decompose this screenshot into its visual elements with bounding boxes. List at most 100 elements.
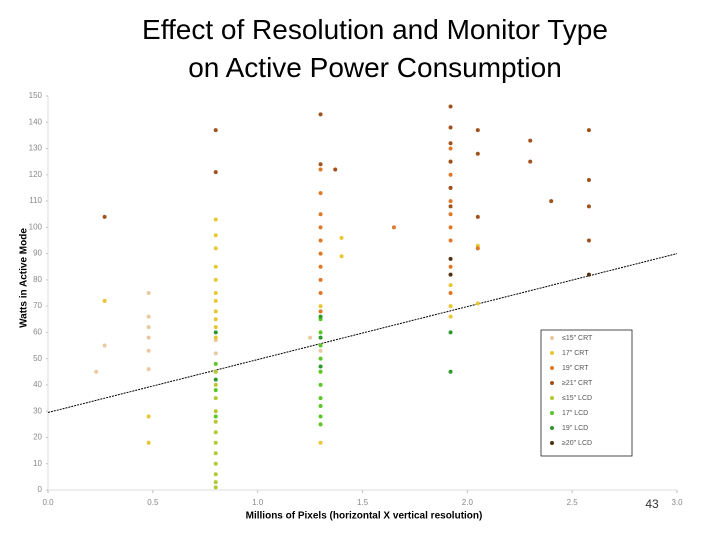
- y-tick-label: 100: [29, 222, 43, 231]
- legend-label: ≥21" CRT: [562, 380, 593, 387]
- legend-marker: [550, 441, 554, 445]
- point: [146, 348, 151, 353]
- point: [448, 225, 453, 230]
- legend-label: 19" LCD: [562, 425, 588, 432]
- x-tick-label: 0.5: [147, 498, 159, 507]
- point: [318, 238, 323, 243]
- point: [448, 283, 453, 288]
- legend-marker: [550, 396, 554, 400]
- x-tick-label: 2.0: [462, 498, 474, 507]
- point: [318, 251, 323, 256]
- point: [318, 314, 323, 319]
- point: [448, 185, 453, 190]
- legend-label: 17" CRT: [562, 350, 589, 357]
- y-tick-label: 20: [33, 433, 42, 442]
- point: [213, 309, 218, 314]
- point: [102, 298, 107, 303]
- point: [146, 314, 151, 319]
- point: [318, 364, 323, 369]
- point: [475, 246, 480, 251]
- y-tick-label: 150: [29, 91, 43, 100]
- point: [213, 388, 218, 393]
- point: [213, 128, 218, 133]
- point: [448, 125, 453, 130]
- point: [448, 314, 453, 319]
- point: [213, 335, 218, 340]
- x-tick-label: 1.5: [357, 498, 369, 507]
- point: [448, 330, 453, 335]
- y-tick-label: 80: [33, 275, 42, 284]
- point: [213, 330, 218, 335]
- point: [448, 264, 453, 269]
- point: [586, 204, 591, 209]
- point: [448, 199, 453, 204]
- point: [586, 238, 591, 243]
- y-tick-label: 120: [29, 170, 43, 179]
- point: [213, 291, 218, 295]
- point: [318, 225, 323, 230]
- point: [318, 422, 323, 427]
- point: [448, 172, 453, 177]
- y-tick-label: 50: [33, 354, 42, 363]
- point: [146, 291, 151, 295]
- point: [318, 309, 323, 314]
- point: [339, 254, 344, 259]
- point: [339, 235, 344, 240]
- point: [213, 430, 218, 435]
- point: [213, 317, 218, 322]
- point: [448, 146, 453, 151]
- point: [448, 159, 453, 164]
- point: [448, 256, 453, 261]
- y-tick-label: 40: [33, 380, 42, 389]
- point: [318, 348, 323, 353]
- y-tick-label: 30: [33, 406, 42, 415]
- y-tick-label: 140: [29, 117, 43, 126]
- point: [213, 409, 218, 414]
- point: [213, 440, 218, 445]
- point: [102, 343, 107, 348]
- point: [318, 396, 323, 401]
- point: [213, 382, 218, 387]
- point: [146, 325, 151, 330]
- point: [213, 419, 218, 424]
- point: [213, 246, 218, 251]
- point: [213, 472, 218, 477]
- y-tick-label: 110: [29, 196, 42, 205]
- point: [146, 440, 151, 445]
- point: [318, 335, 323, 340]
- x-tick-label: 1.0: [252, 498, 264, 507]
- point: [318, 304, 323, 309]
- point: [146, 414, 151, 419]
- point: [318, 369, 323, 374]
- point: [146, 335, 151, 340]
- point: [318, 343, 323, 348]
- y-tick-label: 60: [33, 328, 42, 337]
- title-line: Effect of Resolution and Monitor Type: [142, 14, 608, 45]
- point: [333, 167, 338, 172]
- legend-marker: [550, 366, 554, 370]
- point: [213, 325, 218, 330]
- point: [308, 335, 313, 340]
- legend-marker: [550, 426, 554, 430]
- point: [213, 170, 218, 175]
- point: [318, 212, 323, 217]
- point: [586, 128, 591, 133]
- point: [318, 112, 323, 117]
- point: [213, 233, 218, 238]
- point: [213, 461, 218, 466]
- point: [448, 204, 453, 209]
- point: [213, 414, 218, 419]
- point: [318, 356, 323, 361]
- point: [213, 396, 218, 401]
- point: [213, 277, 218, 282]
- point: [448, 212, 453, 217]
- legend-marker: [550, 381, 554, 385]
- point: [94, 369, 99, 374]
- legend-marker: [550, 351, 554, 355]
- point: [213, 377, 218, 382]
- point: [318, 191, 323, 196]
- legend-label: ≥20" LCD: [562, 440, 592, 447]
- point: [448, 369, 453, 374]
- legend-box: [540, 329, 633, 457]
